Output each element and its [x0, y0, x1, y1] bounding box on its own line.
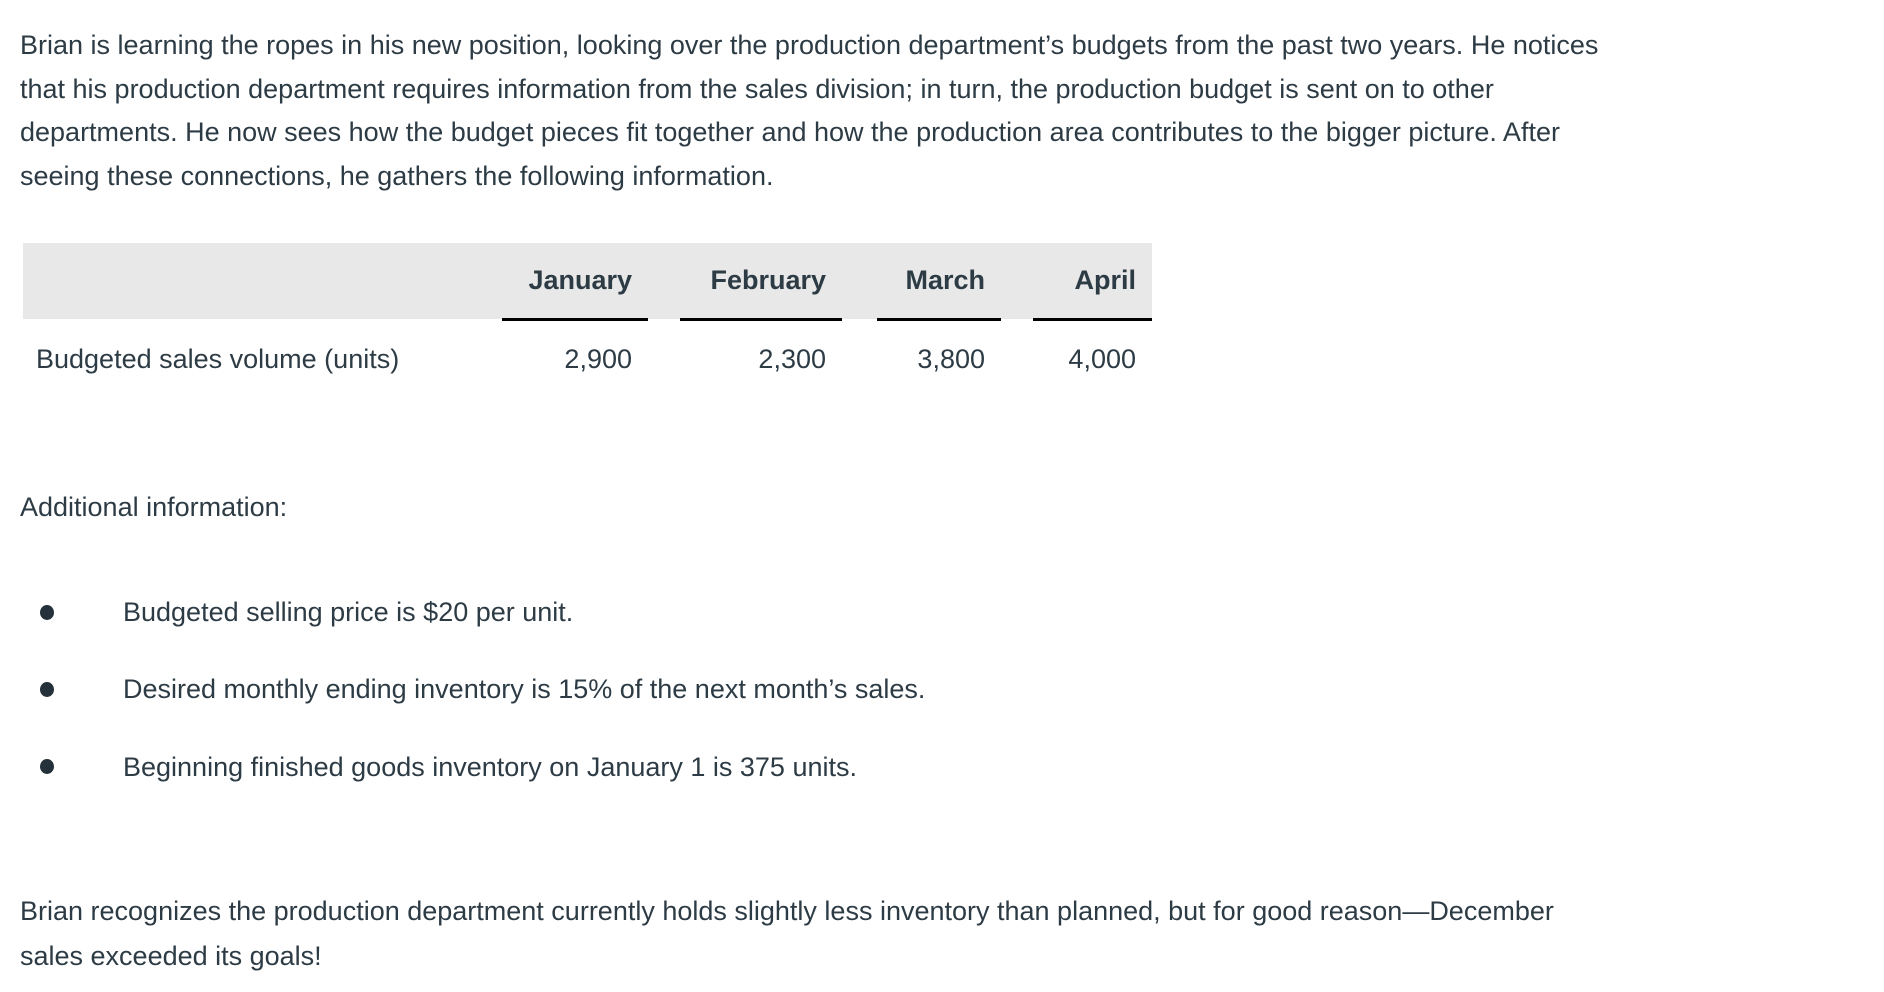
- table-header-march: March: [877, 243, 1001, 321]
- closing-paragraph: Brian recognizes the production departme…: [20, 889, 1870, 978]
- budget-table: January February March April Budgeted sa…: [23, 243, 1152, 399]
- value-april: 4,000: [1033, 319, 1152, 399]
- table-cell-spacer: [1001, 319, 1033, 399]
- table-header-spacer: [470, 243, 502, 319]
- paragraph-line: that his production department requires …: [20, 73, 1494, 104]
- table-header-spacer: [842, 243, 877, 319]
- additional-information-heading: Additional information:: [20, 492, 288, 522]
- value-january: 2,900: [502, 319, 648, 399]
- table-cell-spacer: [648, 319, 680, 399]
- table-cell-spacer: [470, 319, 502, 399]
- paragraph-line: Brian is learning the ropes in his new p…: [20, 30, 1599, 60]
- table-header-spacer: [1001, 243, 1033, 319]
- paragraph-line: seeing these connections, he gathers the…: [20, 161, 774, 192]
- value-february: 2,300: [680, 319, 842, 399]
- list-item: Beginning finished goods inventory on Ja…: [20, 745, 925, 789]
- table-header-row: January February March April: [23, 243, 1152, 321]
- bullet-icon: [40, 759, 54, 775]
- table-header-february: February: [680, 243, 842, 321]
- table-header-january: January: [502, 243, 648, 321]
- bullet-icon: [40, 681, 54, 697]
- paragraph-line: departments. He now sees how the budget …: [20, 117, 1560, 148]
- table-header-spacer: [648, 243, 680, 319]
- intro-paragraph: Brian is learning the ropes in his new p…: [20, 24, 1870, 199]
- table-header-empty: [23, 243, 470, 319]
- paragraph-line: sales exceeded its goals!: [20, 940, 322, 971]
- table-header-april: April: [1033, 243, 1152, 321]
- list-item: Desired monthly ending inventory is 15% …: [20, 667, 925, 711]
- list-item: Budgeted selling price is $20 per unit.: [20, 590, 925, 634]
- list-item-text: Beginning finished goods inventory on Ja…: [123, 751, 857, 782]
- paragraph-line: Brian recognizes the production departme…: [20, 896, 1554, 926]
- table-row: Budgeted sales volume (units) 2,900 2,30…: [23, 319, 1152, 399]
- value-march: 3,800: [877, 319, 1001, 399]
- list-item-text: Desired monthly ending inventory is 15% …: [123, 674, 926, 705]
- table-cell-spacer: [842, 319, 877, 399]
- bullet-icon: [40, 604, 54, 620]
- additional-information-list: Budgeted selling price is $20 per unit. …: [20, 590, 925, 822]
- row-label: Budgeted sales volume (units): [23, 319, 470, 399]
- list-item-text: Budgeted selling price is $20 per unit.: [123, 597, 574, 627]
